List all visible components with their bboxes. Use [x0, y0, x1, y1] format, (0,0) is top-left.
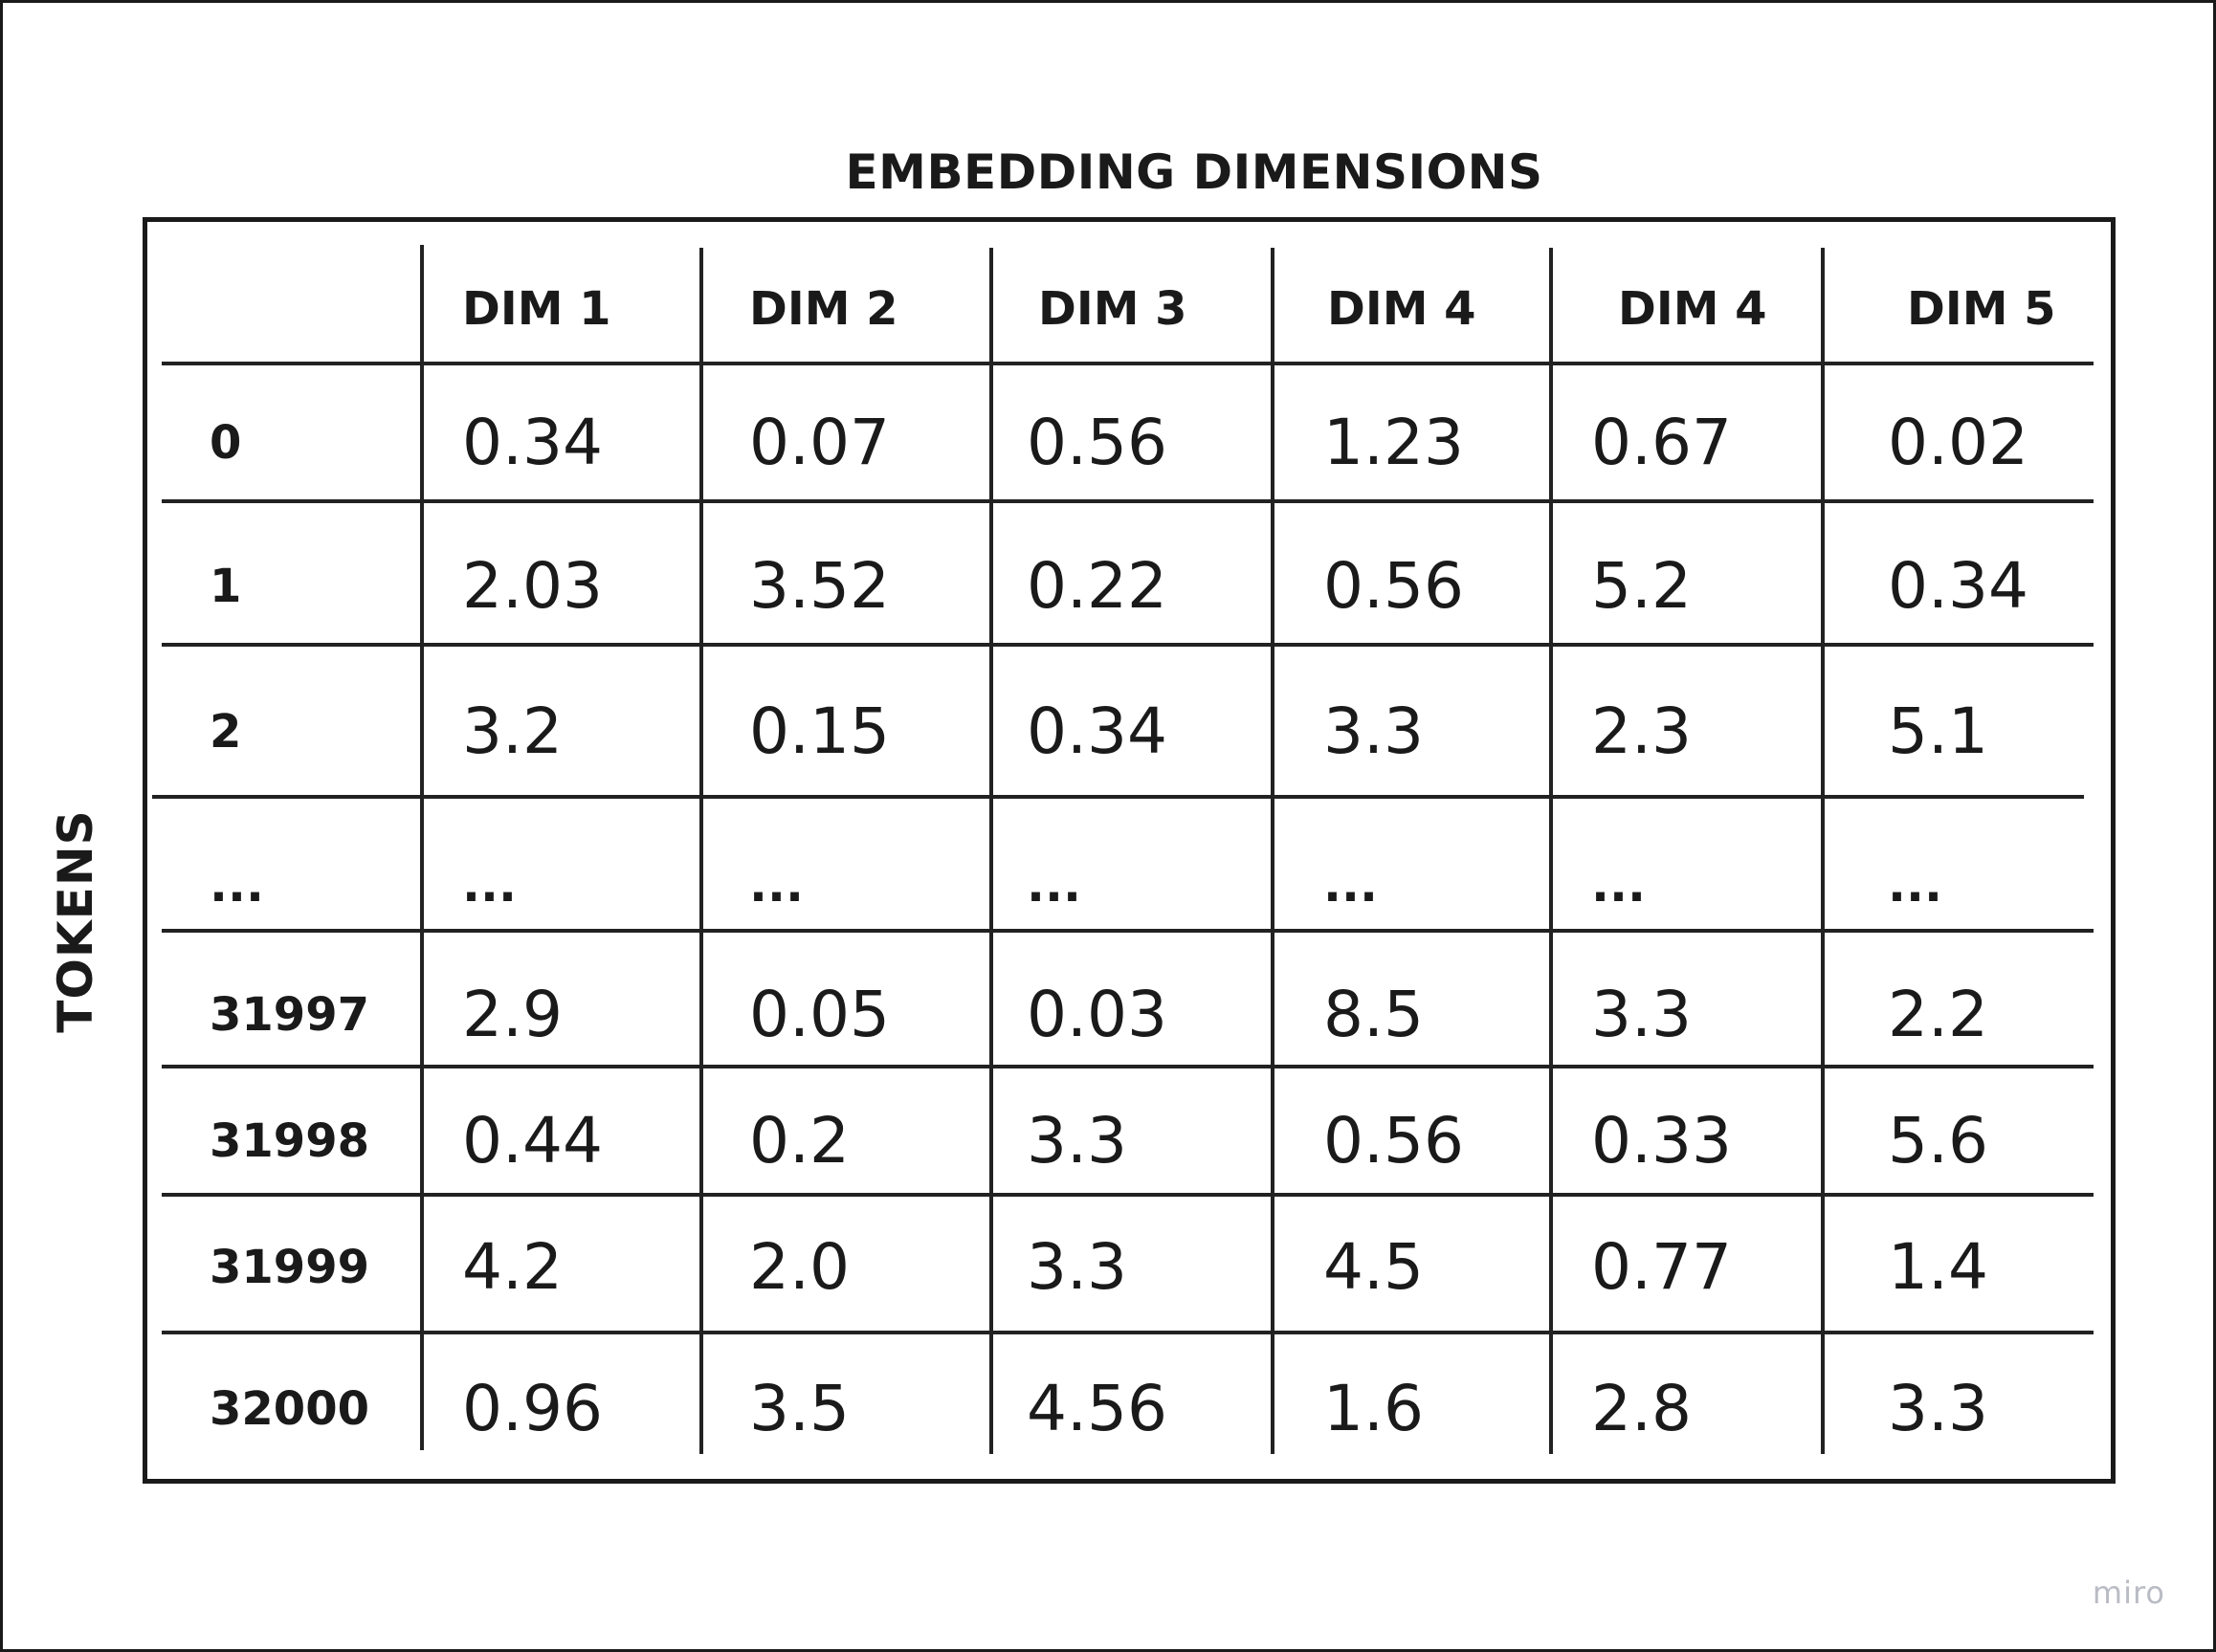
row-divider [162, 1331, 2094, 1334]
table-cell: ... [1027, 857, 1081, 913]
row-label: 1 [210, 560, 242, 613]
table-cell: 1.23 [1323, 406, 1464, 479]
miro-watermark: miro [2092, 1575, 2165, 1611]
table-cell: ... [749, 857, 804, 913]
table-cell: 0.56 [1323, 549, 1464, 623]
table-cell: 0.56 [1323, 1104, 1464, 1178]
row-label: 31998 [210, 1114, 369, 1168]
row-divider [162, 362, 2094, 365]
column-axis-title: EMBEDDING DIMENSIONS [845, 144, 1543, 200]
table-cell: 0.34 [1027, 694, 1167, 768]
column-divider [1271, 248, 1274, 1454]
table-cell: 3.5 [749, 1372, 850, 1445]
table-cell: 5.1 [1888, 694, 1988, 768]
column-header: DIM 2 [749, 282, 898, 336]
table-cell: 0.2 [749, 1104, 850, 1178]
row-divider [162, 1065, 2094, 1068]
column-header: DIM 1 [462, 282, 611, 336]
table-cell: 2.3 [1591, 694, 1692, 768]
row-label: 31997 [210, 988, 369, 1042]
table-cell: 5.2 [1591, 549, 1692, 623]
table-frame [143, 217, 2116, 1484]
table-cell: 1.6 [1323, 1372, 1424, 1445]
table-cell: 2.0 [749, 1230, 850, 1304]
row-label: 31999 [210, 1241, 369, 1294]
table-cell: 0.44 [462, 1104, 603, 1178]
table-cell: 0.96 [462, 1372, 603, 1445]
column-divider [699, 248, 703, 1454]
table-cell: 0.33 [1591, 1104, 1732, 1178]
column-divider [1549, 248, 1553, 1454]
row-label: 0 [210, 416, 242, 470]
row-divider [162, 1193, 2094, 1197]
table-cell: 3.3 [1591, 978, 1692, 1051]
table-cell: 3.52 [749, 549, 890, 623]
table-cell: 3.3 [1323, 694, 1424, 768]
table-cell: 2.2 [1888, 978, 1988, 1051]
table-cell: ... [462, 857, 517, 913]
row-divider [152, 795, 2084, 799]
column-header: DIM 5 [1907, 282, 2056, 336]
table-cell: 0.15 [749, 694, 890, 768]
table-cell: 0.34 [1888, 549, 2028, 623]
table-cell: 4.56 [1027, 1372, 1167, 1445]
table-cell: 3.3 [1888, 1372, 1988, 1445]
table-cell: ... [1591, 857, 1646, 913]
column-divider [989, 248, 993, 1454]
table-cell: 0.56 [1027, 406, 1167, 479]
row-divider [162, 643, 2094, 647]
row-axis-title: TOKENS [48, 809, 103, 1033]
table-cell: 5.6 [1888, 1104, 1988, 1178]
table-cell: 3.2 [462, 694, 563, 768]
table-cell: 0.34 [462, 406, 603, 479]
column-divider [420, 245, 424, 1450]
table-cell: 2.9 [462, 978, 563, 1051]
row-divider [162, 499, 2094, 503]
column-header: DIM 4 [1327, 282, 1476, 336]
table-cell: 2.8 [1591, 1372, 1692, 1445]
column-header: DIM 4 [1618, 282, 1767, 336]
table-cell: 0.77 [1591, 1230, 1732, 1304]
row-label: 2 [210, 705, 242, 759]
column-divider [1821, 248, 1825, 1454]
table-cell: 0.07 [749, 406, 890, 479]
column-header: DIM 3 [1038, 282, 1187, 336]
table-cell: 4.5 [1323, 1230, 1424, 1304]
table-cell: 8.5 [1323, 978, 1424, 1051]
table-cell: 3.3 [1027, 1230, 1127, 1304]
row-divider [162, 929, 2094, 933]
table-cell: 0.67 [1591, 406, 1732, 479]
row-label: ... [210, 857, 264, 913]
table-cell: ... [1888, 857, 1942, 913]
table-cell: 4.2 [462, 1230, 563, 1304]
row-label: 32000 [210, 1382, 369, 1436]
table-cell: 1.4 [1888, 1230, 1988, 1304]
table-cell: 0.05 [749, 978, 890, 1051]
table-cell: 0.22 [1027, 549, 1167, 623]
table-cell: 0.03 [1027, 978, 1167, 1051]
table-cell: ... [1323, 857, 1378, 913]
table-cell: 0.02 [1888, 406, 2028, 479]
table-cell: 2.03 [462, 549, 603, 623]
table-cell: 3.3 [1027, 1104, 1127, 1178]
